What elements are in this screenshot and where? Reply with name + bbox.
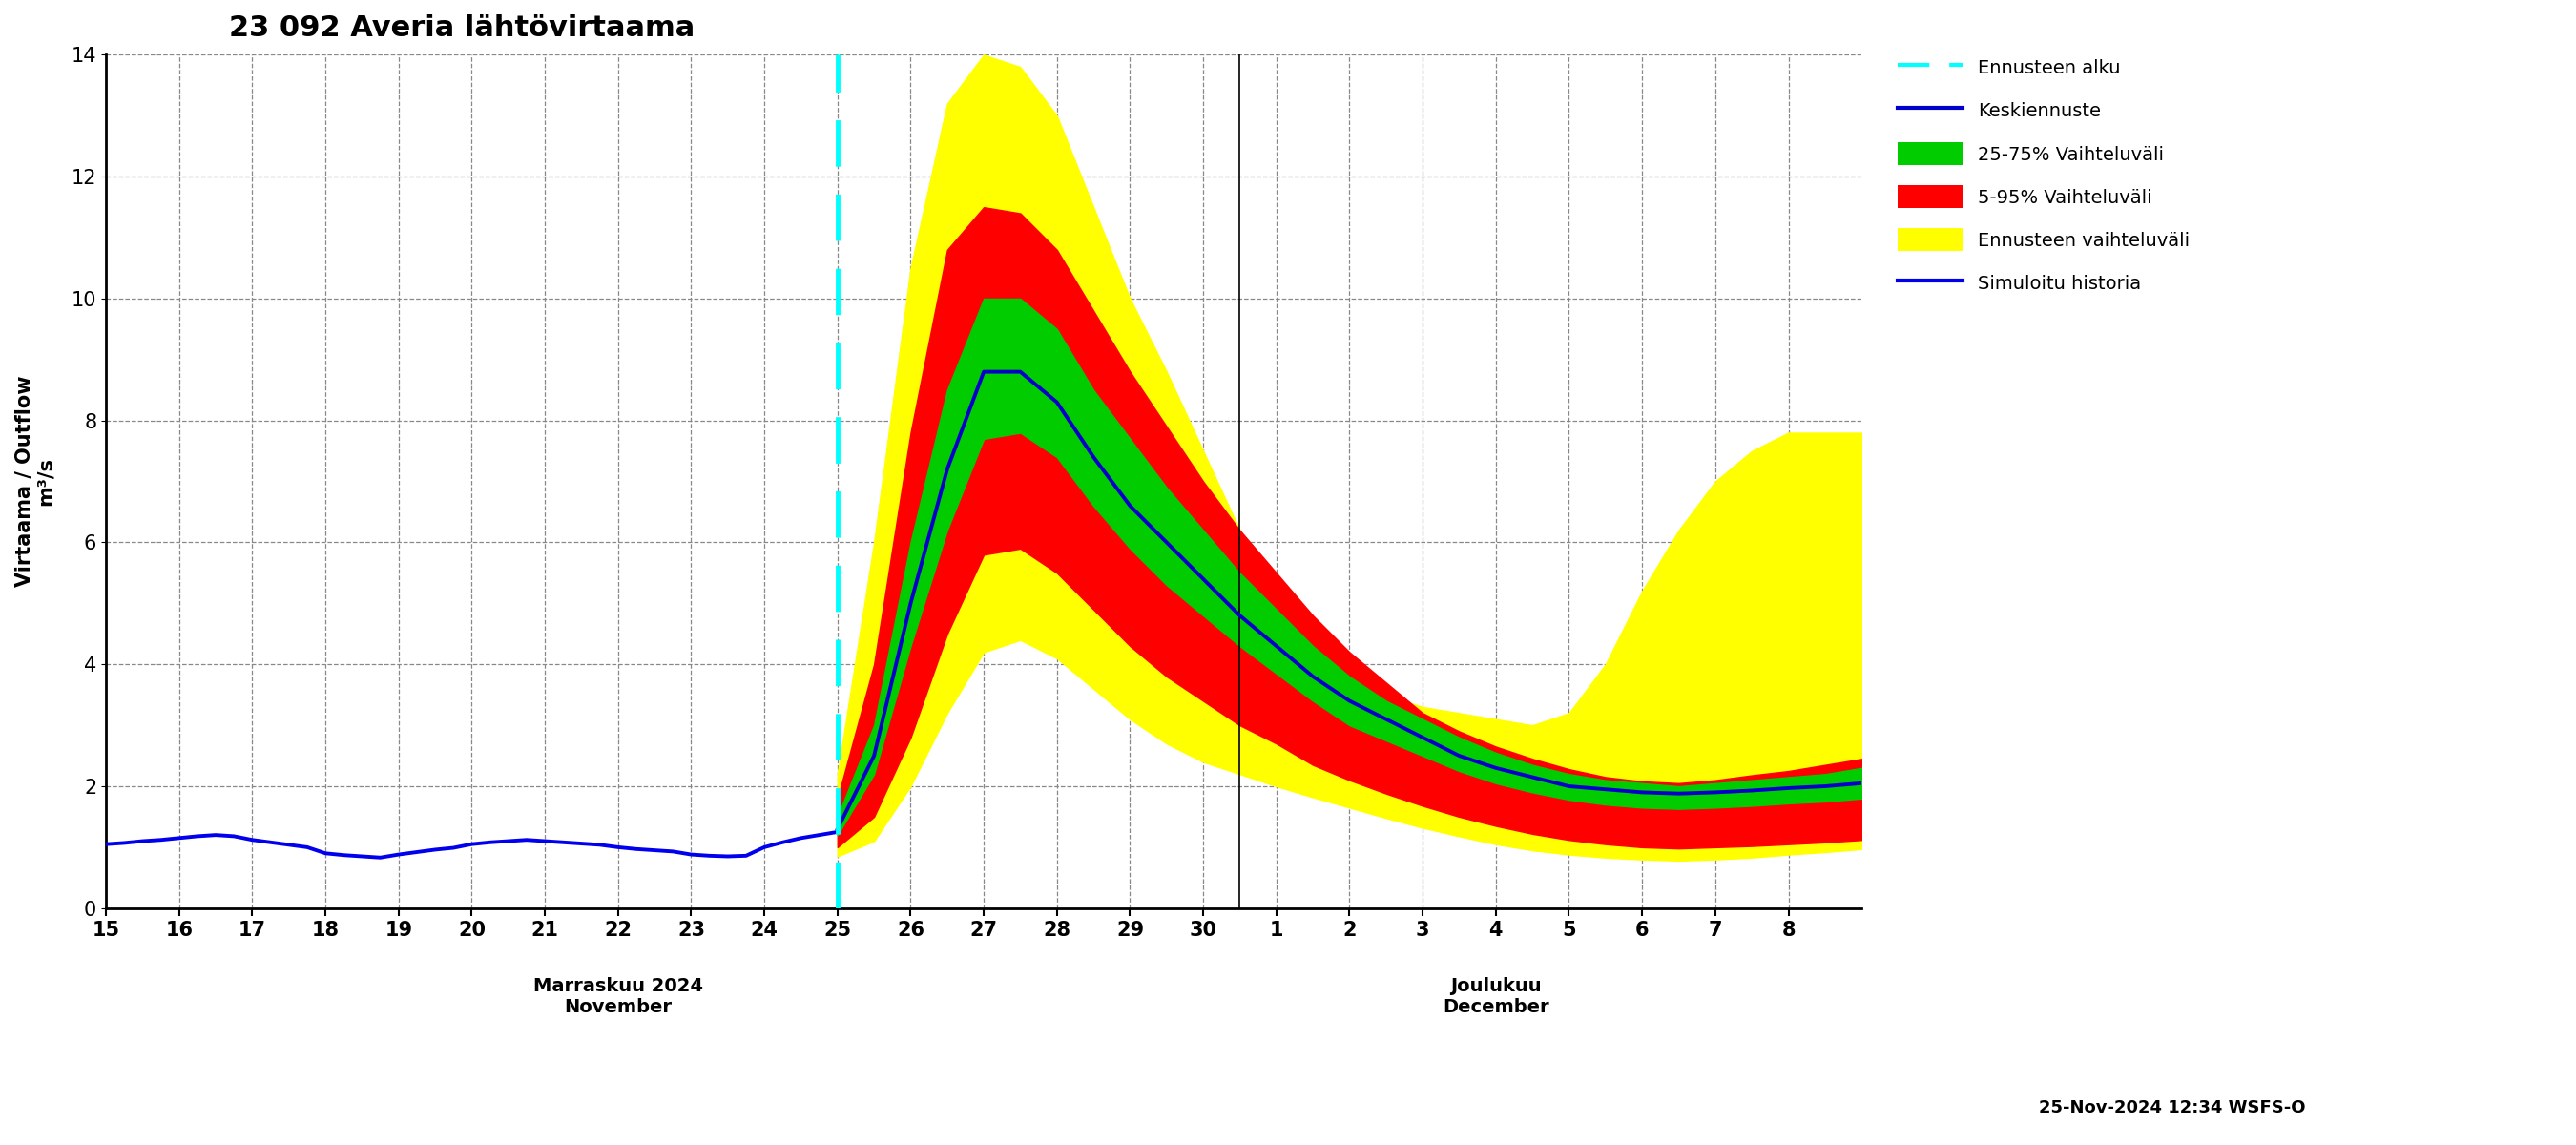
Text: 23 092 Averia lähtövirtaama: 23 092 Averia lähtövirtaama: [229, 14, 696, 42]
Legend: Ennusteen alku, Keskiennuste, 25-75% Vaihteluväli, 5-95% Vaihteluväli, Ennusteen: Ennusteen alku, Keskiennuste, 25-75% Vai…: [1888, 47, 2200, 303]
Text: 25-Nov-2024 12:34 WSFS-O: 25-Nov-2024 12:34 WSFS-O: [2038, 1099, 2306, 1116]
Text: Joulukuu
December: Joulukuu December: [1443, 977, 1548, 1017]
Y-axis label: Virtaama / Outflow
m³/s: Virtaama / Outflow m³/s: [15, 376, 57, 587]
Text: Marraskuu 2024
November: Marraskuu 2024 November: [533, 977, 703, 1017]
